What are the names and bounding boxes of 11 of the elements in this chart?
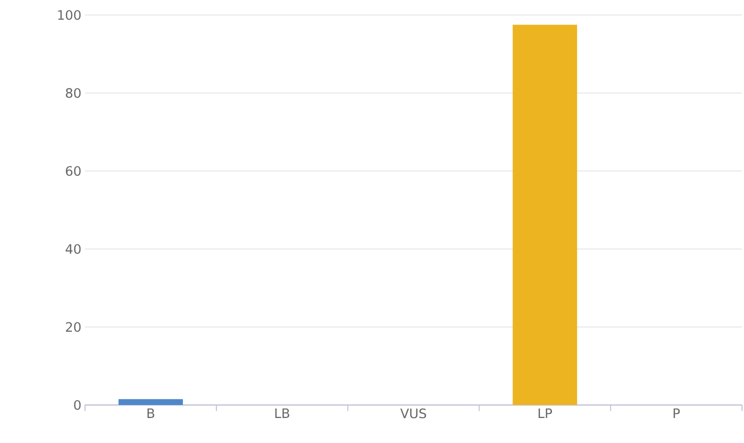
x-tick-label: LP bbox=[538, 408, 552, 418]
y-tick-label: 20 bbox=[66, 322, 81, 332]
y-tick-label: 80 bbox=[66, 88, 81, 98]
y-tick-label: 100 bbox=[58, 10, 81, 20]
x-tick-label: LB bbox=[275, 408, 290, 418]
x-tick-label: B bbox=[148, 408, 154, 418]
y-tick-label: 0 bbox=[74, 400, 81, 410]
x-tick-label: VUS bbox=[400, 408, 426, 418]
y-tick-label: 60 bbox=[66, 166, 81, 176]
x-tick-label: P bbox=[674, 408, 680, 418]
y-tick-label: 40 bbox=[66, 244, 81, 254]
